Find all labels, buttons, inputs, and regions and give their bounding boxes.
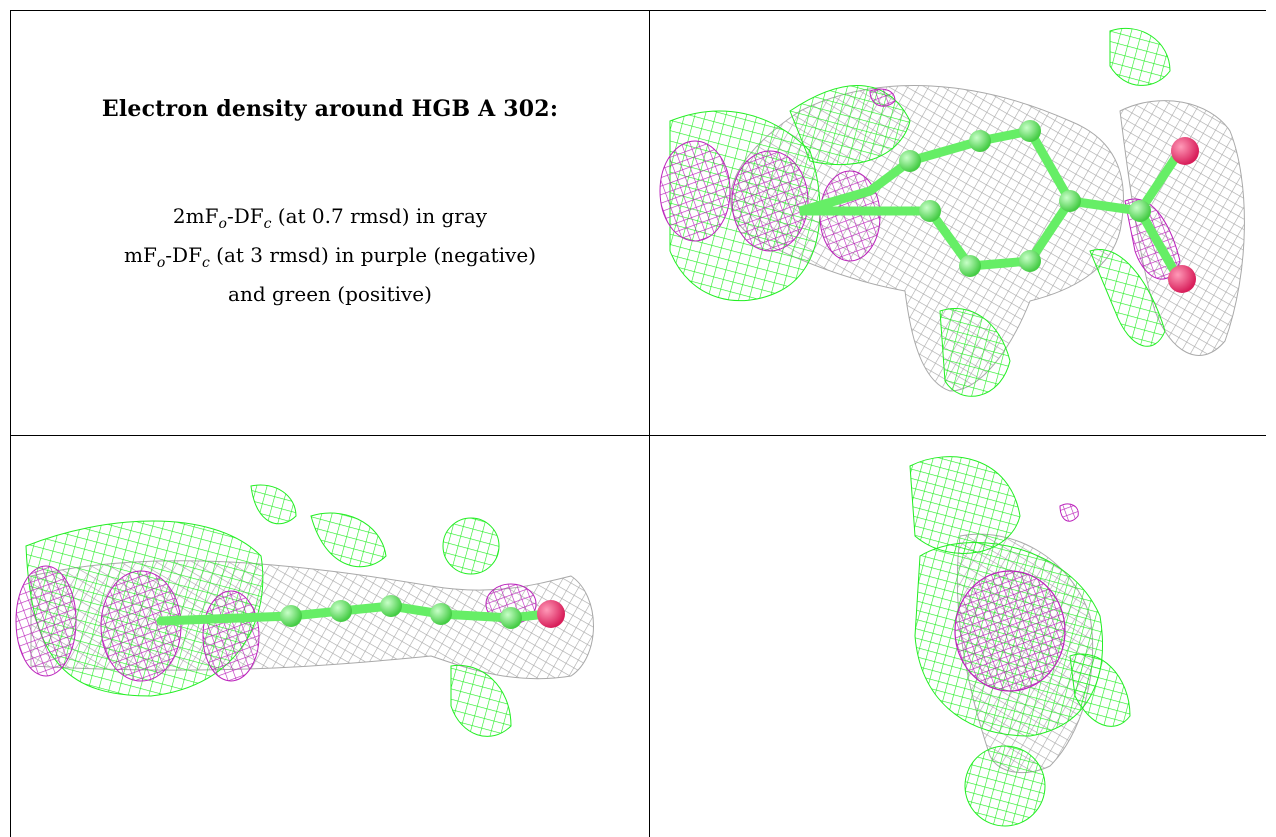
caption-line1-sub1: o [218,216,227,232]
caption-line-purple: mFo-DFc (at 3 rmsd) in purple (negative) [11,240,649,279]
frame-left-line [10,10,11,837]
caption-body: 2mFo-DFc (at 0.7 rmsd) in gray mFo-DFc (… [11,201,649,310]
purple-density-mesh-1 [15,565,77,677]
green-density-mesh-top [1109,27,1171,86]
green-density-mesh-right [1089,249,1166,347]
green-density-mesh-upper-2 [310,512,387,568]
green-density-mesh-bottom [964,745,1046,827]
caption-line2-pre: mF [124,243,157,267]
caption-line1-mid: -DF [226,204,264,228]
purple-density-mesh-2 [731,150,809,252]
caption-line1-post: (at 0.7 rmsd) in gray [271,204,488,228]
density-view-bottom-right [650,436,1266,837]
green-density-mesh-right [1069,653,1131,727]
ligand-atoms [280,595,565,629]
frame-center-vertical-line [649,10,650,837]
green-density-mesh-upper-3 [442,517,500,575]
purple-density-mesh-2 [100,570,182,682]
green-density-mesh-upper-1 [250,484,297,525]
frame-top-line [10,10,1266,11]
purple-density-mesh-1 [659,140,731,242]
caption-line1-sub2: c [263,216,272,232]
purple-density-mesh-3 [202,590,260,682]
density-image-bottom-right [909,456,1131,827]
caption-line1-pre: 2mF [172,204,219,228]
caption-title: Electron density around HGB A 302: [101,96,559,122]
density-image-top-right [659,27,1245,397]
caption-cell: Electron density around HGB A 302: 2mFo-… [11,11,649,435]
purple-density-mesh-5 [869,88,896,107]
caption-line-gray: 2mFo-DFc (at 0.7 rmsd) in gray [11,201,649,240]
caption-line2-sub1: o [156,255,166,271]
purple-density-mesh-small [1059,503,1079,522]
density-image-bottom-left [15,484,594,737]
green-density-mesh-bottom [939,307,1011,397]
density-view-bottom-left [11,436,649,837]
density-view-top-right [650,11,1266,435]
caption-line-green: and green (positive) [228,282,432,306]
green-density-mesh-lower [450,664,512,737]
frame-center-horizontal-line [10,435,1266,436]
purple-density-mesh-3 [819,170,881,262]
caption-line2-sub2: c [201,255,210,271]
green-density-mesh-top [909,456,1021,554]
caption-line2-mid: -DF [165,243,202,267]
ligand-atoms [899,120,1199,293]
caption-line2-post: (at 3 rmsd) in purple (negative) [209,243,536,267]
purple-density-mesh-center [954,570,1066,692]
